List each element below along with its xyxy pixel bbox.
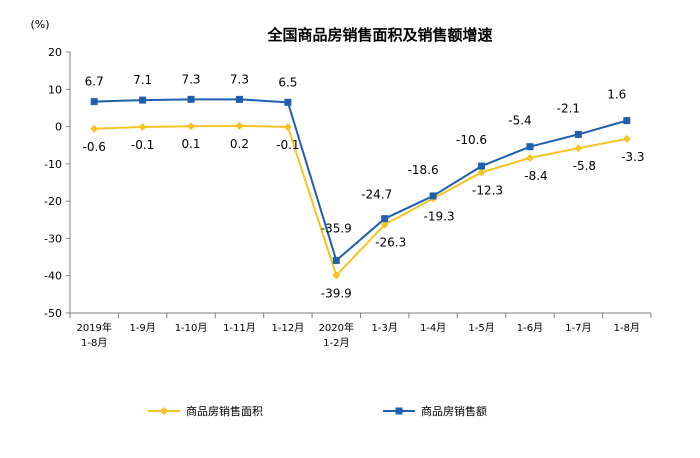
y-tick-label: -10 bbox=[44, 158, 62, 171]
legend-marker-1 bbox=[395, 407, 403, 415]
series-point-1 bbox=[429, 192, 437, 200]
data-label-1: -18.6 bbox=[408, 163, 439, 177]
x-tick-label: 1-8月 bbox=[81, 337, 107, 349]
x-tick-label: 1-4月 bbox=[420, 322, 446, 334]
x-tick-label: 1-8月 bbox=[614, 322, 640, 334]
chart-title: 全国商品房销售面积及销售额增速 bbox=[266, 26, 492, 44]
series-point-1 bbox=[284, 98, 292, 106]
series-point-1 bbox=[478, 162, 486, 170]
y-tick-label: -30 bbox=[44, 232, 62, 245]
y-tick-label: -20 bbox=[44, 195, 62, 208]
y-tick-label: 10 bbox=[48, 83, 62, 96]
series-layer bbox=[90, 95, 631, 280]
data-label-0: -12.3 bbox=[472, 183, 503, 197]
data-label-1: -24.7 bbox=[361, 188, 392, 202]
data-label-0: -0.1 bbox=[276, 138, 299, 152]
data-label-1: 7.3 bbox=[230, 72, 249, 86]
series-point-1 bbox=[90, 98, 98, 106]
data-label-0: -39.9 bbox=[321, 286, 352, 300]
data-label-0: -26.3 bbox=[375, 236, 406, 250]
series-point-1 bbox=[574, 130, 582, 138]
series-point-1 bbox=[526, 143, 534, 151]
data-label-1: -5.4 bbox=[508, 114, 531, 128]
y-tick-label: 20 bbox=[48, 46, 62, 59]
series-point-1 bbox=[139, 96, 147, 104]
data-label-1: -10.6 bbox=[456, 133, 487, 147]
data-label-0: -0.1 bbox=[131, 138, 154, 152]
series-point-1 bbox=[623, 117, 631, 125]
data-label-0: -0.6 bbox=[82, 140, 105, 154]
series-line-1 bbox=[94, 98, 628, 262]
series-point-0 bbox=[574, 144, 583, 153]
data-label-0: 0.2 bbox=[230, 137, 249, 151]
data-labels: -0.6 -0.1 0.1 0.2 -0.1 -39.9 -26.3 -19.3 -12.3 -8… bbox=[82, 72, 644, 300]
legend-label-0: 商品房销售面积 bbox=[186, 404, 263, 418]
x-tick-label: 1-9月 bbox=[129, 322, 155, 334]
x-tick-label: 1-6月 bbox=[517, 322, 543, 334]
x-tick-label: 1-2月 bbox=[323, 337, 349, 349]
legend: 商品房销售面积 商品房销售额 bbox=[148, 404, 487, 418]
x-tick-label: 1-5月 bbox=[468, 322, 494, 334]
x-tick-label: 1-11月 bbox=[223, 322, 256, 334]
y-tick-label: 0 bbox=[55, 121, 62, 134]
series-point-1 bbox=[381, 215, 389, 223]
legend-marker-0 bbox=[160, 407, 168, 415]
data-label-0: -5.8 bbox=[573, 159, 596, 173]
series-point-0 bbox=[477, 168, 486, 177]
data-label-1: 6.5 bbox=[278, 75, 297, 89]
series-point-0 bbox=[90, 124, 99, 133]
x-tick-label: 1-3月 bbox=[372, 322, 398, 334]
series-point-0 bbox=[525, 153, 534, 162]
data-label-1: -2.1 bbox=[557, 101, 580, 115]
data-label-0: -19.3 bbox=[424, 210, 455, 224]
series-point-1 bbox=[235, 95, 243, 103]
x-tick-label: 1-10月 bbox=[175, 322, 208, 334]
x-tick-label: 1-12月 bbox=[272, 322, 305, 334]
data-label-1: 7.1 bbox=[133, 73, 152, 87]
data-label-1: 6.7 bbox=[85, 75, 104, 89]
series-point-1 bbox=[332, 256, 340, 264]
data-label-0: -3.3 bbox=[621, 150, 644, 164]
series-point-1 bbox=[187, 95, 195, 103]
data-label-1: 7.3 bbox=[181, 72, 200, 86]
y-tick-label: -40 bbox=[44, 270, 62, 283]
data-label-0: 0.1 bbox=[181, 137, 200, 151]
axes: 20 10 0 -10 -20 -30 -40 -50 2019年 1-8月 1-9月 1-10月 1-… bbox=[44, 46, 652, 349]
series-point-0 bbox=[235, 121, 244, 130]
x-tick-label: 2020年 bbox=[319, 321, 354, 334]
series-point-0 bbox=[283, 122, 292, 131]
series-point-0 bbox=[380, 220, 389, 229]
legend-label-1: 商品房销售额 bbox=[421, 404, 487, 418]
y-axis-unit: (%) bbox=[30, 18, 49, 31]
series-point-0 bbox=[187, 122, 196, 131]
y-tick-label: -50 bbox=[44, 307, 62, 320]
series-point-0 bbox=[622, 134, 631, 143]
x-tick-label: 1-7月 bbox=[565, 322, 591, 334]
series-line-0 bbox=[94, 124, 627, 277]
data-label-1: -35.9 bbox=[321, 221, 352, 235]
x-tick-label: 2019年 bbox=[76, 321, 111, 334]
series-point-0 bbox=[138, 122, 147, 131]
series-point-0 bbox=[332, 271, 341, 280]
data-label-0: -8.4 bbox=[524, 169, 547, 183]
data-label-1: 1.6 bbox=[607, 88, 626, 102]
